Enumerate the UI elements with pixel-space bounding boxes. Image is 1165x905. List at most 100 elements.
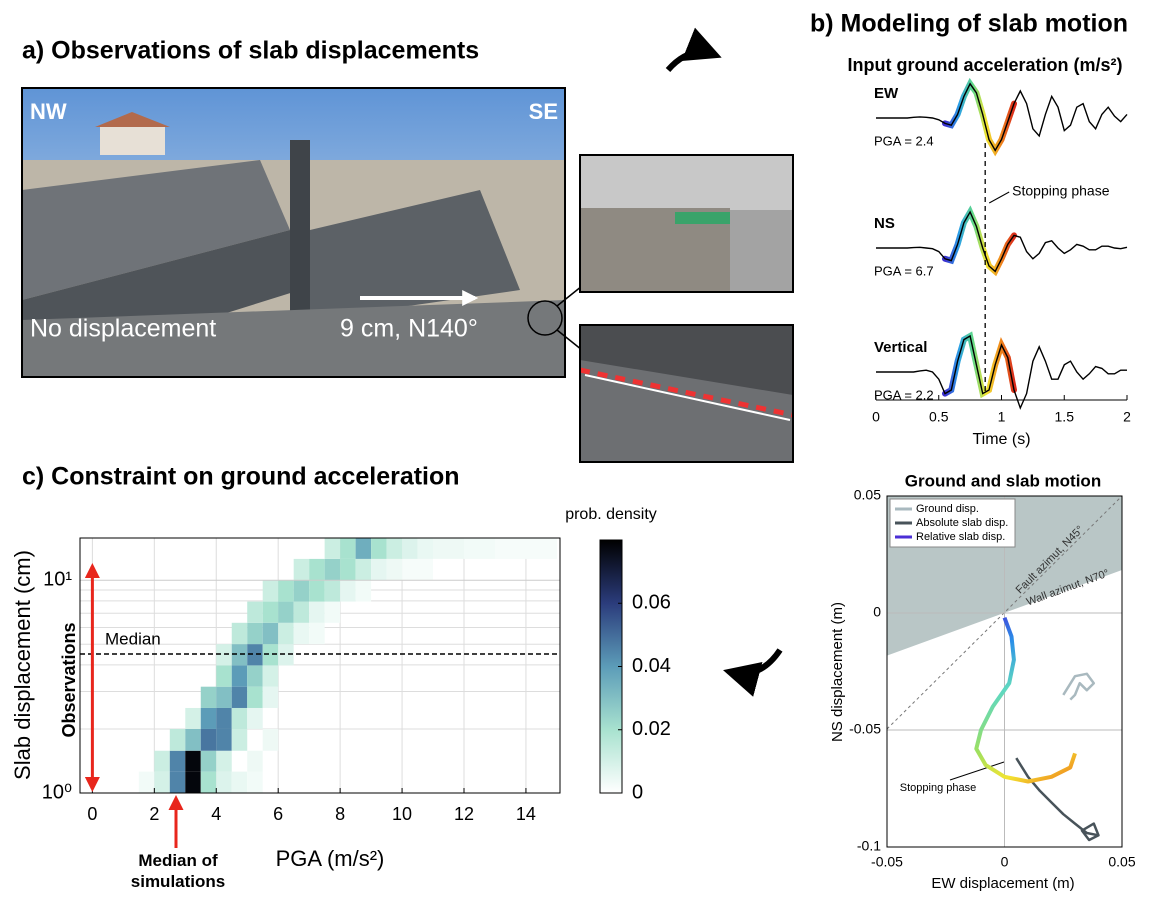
heatmap-cell bbox=[324, 558, 341, 581]
colorbar-tick-label: 0.04 bbox=[632, 655, 671, 677]
x-tick-label: 4 bbox=[211, 804, 221, 824]
heatmap-cell bbox=[402, 538, 418, 559]
annotation: Observations bbox=[59, 622, 79, 737]
heatmap-cell bbox=[185, 771, 201, 793]
legend-label: Absolute slab disp. bbox=[916, 517, 1008, 529]
axis-label: Time (s) bbox=[972, 431, 1030, 448]
axis-label: NS displacement (m) bbox=[829, 602, 846, 742]
heatmap-cell bbox=[247, 644, 263, 666]
heatmap-cell bbox=[216, 771, 232, 793]
heatmap-cell bbox=[262, 728, 279, 751]
flow-arrow bbox=[723, 648, 783, 697]
heatmap-cell bbox=[371, 558, 387, 581]
colorbar-tick-label: 0.06 bbox=[632, 592, 671, 614]
heatmap-cell bbox=[309, 558, 325, 581]
heatmap-cell bbox=[355, 538, 372, 559]
colorbar-tick-label: 0 bbox=[632, 781, 643, 803]
heatmap-cell bbox=[216, 707, 232, 729]
heatmap-cell bbox=[293, 622, 310, 645]
heatmap-cell bbox=[262, 686, 279, 708]
heatmap-cell bbox=[216, 750, 232, 772]
colorbar-tick-label: 0.02 bbox=[632, 718, 671, 740]
x-tick-label: 1 bbox=[998, 409, 1006, 425]
y-tick-label: -0.1 bbox=[857, 838, 881, 854]
heatmap-cell bbox=[231, 644, 248, 666]
heatmap-cell bbox=[262, 622, 279, 645]
heatmap-cell bbox=[309, 601, 325, 623]
heatmap-cell bbox=[247, 601, 263, 623]
heatmap-cell bbox=[231, 622, 248, 645]
heatmap-cell bbox=[154, 771, 170, 793]
heatmap-cell bbox=[231, 728, 248, 751]
axis-label: Slab displacement (cm) bbox=[10, 550, 35, 780]
median-label: Median bbox=[105, 630, 161, 649]
photo-label: No displacement bbox=[30, 315, 216, 343]
heatmap-cell bbox=[340, 558, 356, 581]
colorbar-label: prob. density bbox=[565, 506, 657, 523]
heatmap-cell bbox=[309, 622, 325, 645]
heatmap-cell bbox=[231, 771, 248, 793]
pga-label: PGA = 2.2 bbox=[874, 387, 934, 402]
heatmap-cell bbox=[293, 558, 310, 581]
heatmap-cell bbox=[247, 622, 263, 645]
heatmap-cell bbox=[262, 580, 279, 602]
heatmap-cell bbox=[278, 601, 294, 623]
panel-title: b) Modeling of slab motion bbox=[810, 10, 1128, 38]
heatmap-cell bbox=[340, 538, 356, 559]
heatmap-cell bbox=[417, 538, 434, 559]
photo-main bbox=[21, 87, 566, 378]
annotation: Median of simulations bbox=[130, 851, 226, 891]
x-tick-label: 0 bbox=[87, 804, 97, 824]
x-tick-label: 0 bbox=[1001, 854, 1009, 870]
heatmap-cell bbox=[247, 750, 263, 772]
legend-label: Ground disp. bbox=[916, 503, 979, 515]
photo-label: SE bbox=[529, 99, 558, 124]
heatmap-cell bbox=[464, 538, 495, 559]
heatmap-cell bbox=[200, 707, 217, 729]
heatmap-cell bbox=[231, 665, 248, 687]
trace-label: EW bbox=[874, 85, 899, 102]
y-tick-label: -0.05 bbox=[849, 721, 881, 737]
pga-label: PGA = 6.7 bbox=[874, 263, 934, 278]
x-tick-label: 12 bbox=[454, 804, 474, 824]
x-tick-label: 1.5 bbox=[1055, 409, 1075, 425]
panel-title: c) Constraint on ground acceleration bbox=[22, 463, 460, 491]
heatmap-cell bbox=[247, 665, 263, 687]
heatmap-cell bbox=[200, 750, 217, 772]
axis-label: PGA (m/s²) bbox=[276, 846, 385, 871]
x-tick-label: 2 bbox=[149, 804, 159, 824]
heatmap-cell bbox=[185, 707, 201, 729]
heatmap-cell bbox=[309, 580, 325, 602]
heatmap-cell bbox=[324, 580, 341, 602]
trace-label: NS bbox=[874, 215, 895, 232]
heatmap-cell bbox=[278, 644, 294, 666]
heatmap-cell bbox=[185, 750, 201, 772]
chart-title: Ground and slab motion bbox=[905, 471, 1101, 490]
heatmap-cell bbox=[386, 538, 403, 559]
flow-arrow bbox=[665, 27, 722, 73]
heatmap-cell bbox=[262, 601, 279, 623]
heatmap-cell bbox=[231, 686, 248, 708]
trajectory-line bbox=[974, 616, 1077, 784]
heatmap-cell bbox=[293, 601, 310, 623]
trace-line bbox=[876, 82, 1128, 152]
heatmap-cell bbox=[200, 771, 217, 793]
heatmap-cell bbox=[293, 580, 310, 602]
x-tick-label: 2 bbox=[1123, 409, 1131, 425]
heatmap-cell bbox=[494, 538, 557, 559]
heatmap-cell bbox=[402, 558, 434, 581]
heatmap-cell bbox=[200, 686, 217, 708]
heatmap-cell bbox=[169, 771, 186, 793]
fault-line bbox=[886, 495, 1123, 730]
heatmap-cell bbox=[138, 771, 155, 793]
heatmap-cell bbox=[200, 728, 217, 751]
chart-subtitle: Input ground acceleration (m/s²) bbox=[847, 55, 1122, 75]
heatmap-cell bbox=[262, 665, 279, 687]
heatmap-cell bbox=[355, 580, 372, 602]
heatmap-cell bbox=[154, 750, 170, 772]
x-tick-label: 6 bbox=[273, 804, 283, 824]
trace-line bbox=[876, 334, 1127, 410]
heatmap-cell bbox=[278, 580, 294, 602]
heatmap-cell bbox=[340, 580, 356, 602]
